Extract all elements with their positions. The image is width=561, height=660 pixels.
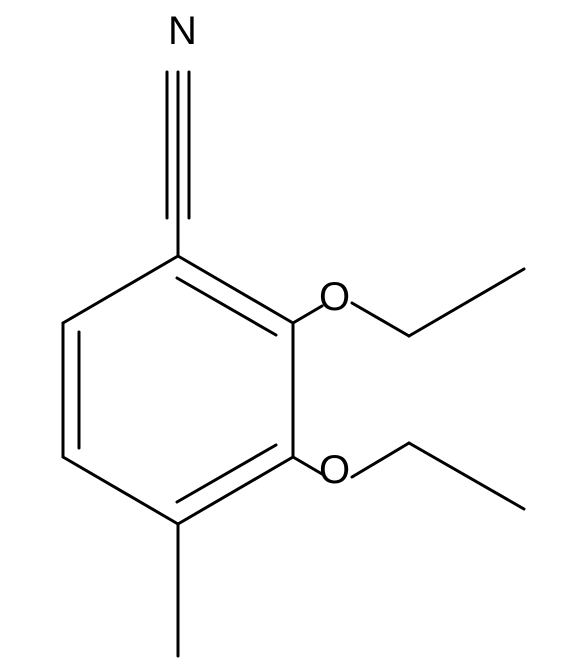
bond (409, 443, 524, 509)
atom-label-N: N (168, 9, 197, 53)
bond (63, 457, 178, 524)
bond (352, 303, 409, 336)
bond (293, 306, 322, 323)
bond (177, 445, 276, 502)
bond (409, 269, 524, 336)
bond (352, 443, 409, 477)
bond (293, 457, 322, 474)
molecule-diagram: N O O (0, 0, 561, 660)
atom-label-O2: O (319, 448, 350, 492)
bond (177, 278, 276, 335)
atom-label-O1: O (319, 275, 350, 319)
bond (63, 256, 178, 323)
